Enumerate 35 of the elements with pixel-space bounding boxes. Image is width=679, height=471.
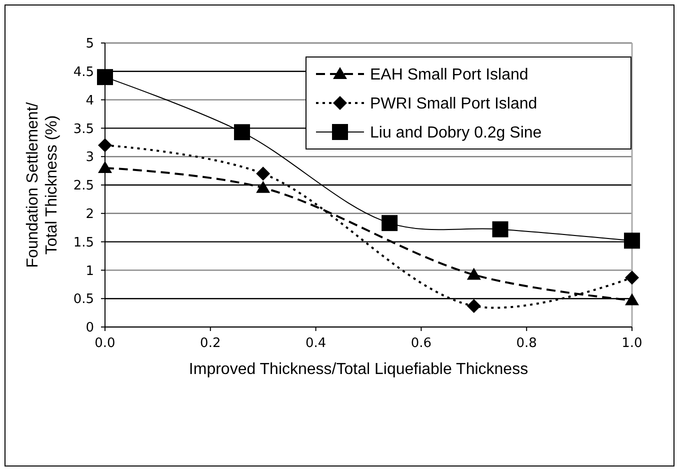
x-tick-label: 0.0	[94, 336, 116, 351]
y-tick-label: 1.5	[73, 235, 94, 250]
y-tick-label: 4	[86, 93, 94, 108]
y-tick-label: 2	[86, 206, 94, 222]
y-tick-label: 3	[86, 150, 94, 166]
y-tick-label: 0.5	[73, 292, 94, 308]
x-tick-label: 0.6	[410, 336, 432, 351]
point	[98, 160, 112, 173]
y-tick-label: 3.5	[73, 122, 94, 137]
point	[97, 69, 113, 86]
y-axis-title: Foundation Settlement/ Total Thickness (%)	[24, 102, 60, 268]
x-tick-label: 0.2	[200, 336, 221, 351]
legend-label: PWRI Small Port Island	[370, 96, 538, 113]
point	[382, 215, 398, 232]
point	[256, 166, 270, 181]
x-tick-label: 1.0	[622, 336, 642, 351]
x-tick-label: 0.4	[305, 336, 326, 351]
y-tick-label: 1	[86, 264, 94, 279]
point	[234, 124, 250, 140]
x-axis-title: Improved Thickness/Total Liquefiable Thickness	[188, 361, 528, 378]
point	[466, 298, 481, 313]
y-tick-label: 5	[86, 36, 94, 52]
point	[624, 232, 640, 249]
point	[466, 268, 481, 280]
y-tick-label: 0	[86, 320, 94, 336]
point	[625, 270, 639, 285]
point	[256, 180, 270, 193]
y-tick-label: 2.5	[73, 178, 94, 194]
x-tick-label: 0.8	[516, 336, 537, 351]
legend-label: EAH Small Port Island	[370, 66, 528, 84]
legend-label: Liu and Dobry 0.2g Sine	[370, 124, 542, 142]
point	[492, 221, 508, 238]
point	[625, 293, 639, 306]
point	[98, 138, 112, 152]
y-tick-label: 4.5	[73, 64, 94, 80]
